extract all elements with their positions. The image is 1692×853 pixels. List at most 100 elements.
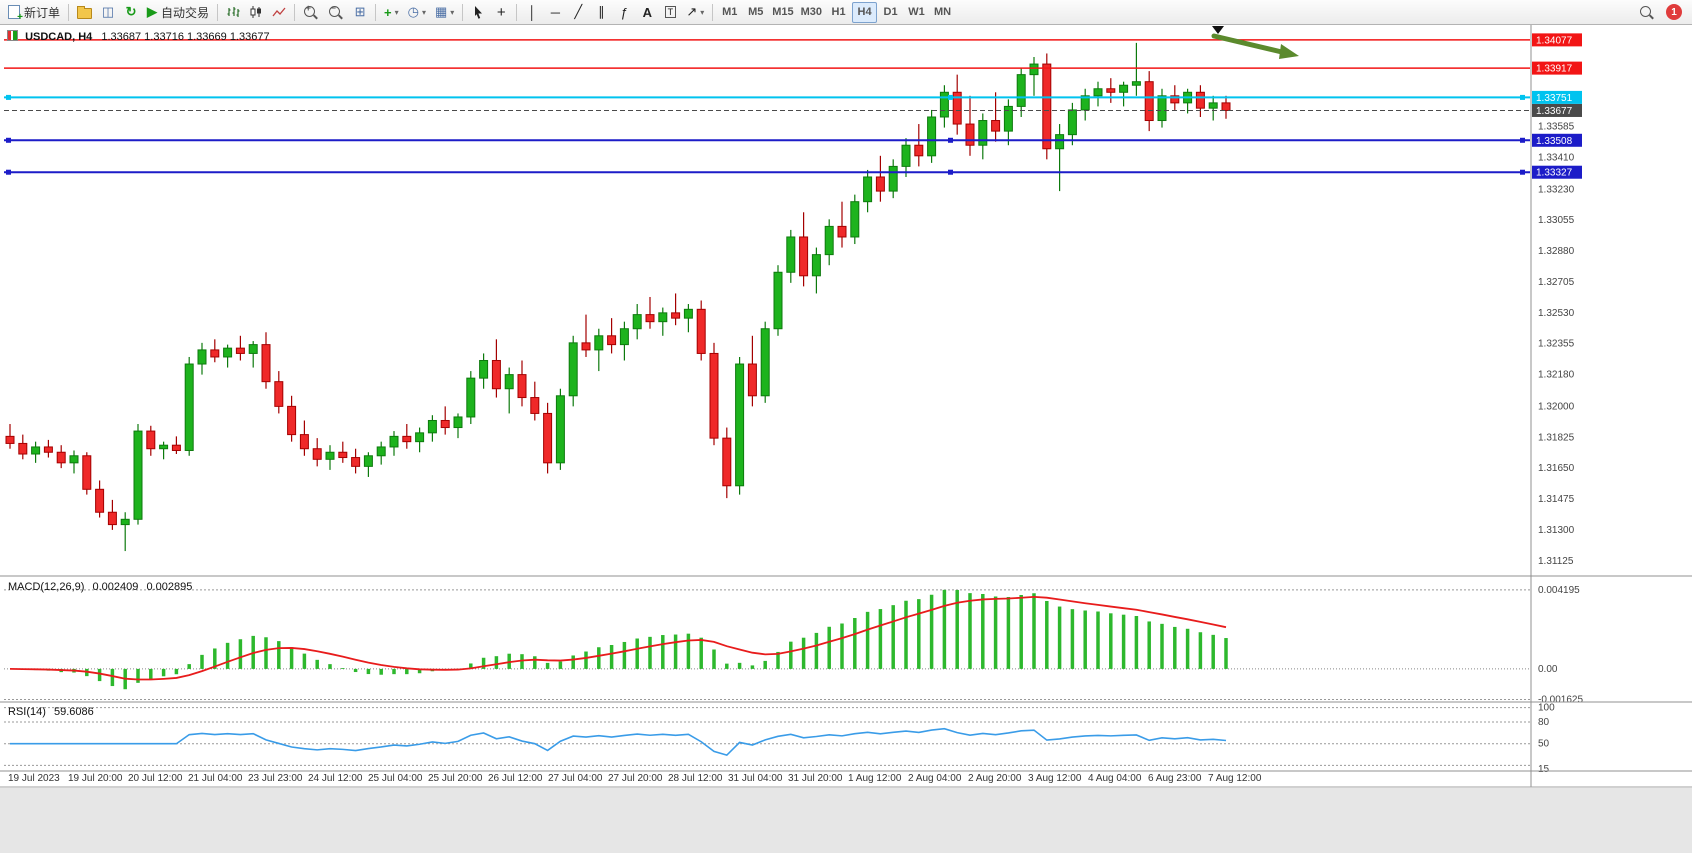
price-tag[interactable]: [1532, 133, 1582, 147]
text-button[interactable]: A: [636, 2, 658, 23]
toolbar-separator: [516, 3, 518, 21]
grid-price-label: 1.32705: [1538, 277, 1575, 288]
price-tag-label: 1.33677: [1536, 106, 1573, 117]
candles-group: [5, 42, 1231, 552]
new-order-button[interactable]: 新订单: [4, 2, 64, 23]
grid-price-label: 1.31125: [1538, 556, 1574, 567]
down-triangle-marker-icon: [1212, 26, 1224, 34]
line-handle[interactable]: [948, 137, 953, 143]
indicators-button[interactable]: + ▾: [380, 2, 403, 23]
charts-window-button[interactable]: ◫: [97, 2, 119, 23]
macd-main-value: 0.002409: [92, 581, 139, 593]
macd-indicator-label: MACD(12,26,9) 0.002409 0.002895: [8, 581, 192, 593]
zoom-in-icon: +: [304, 3, 316, 17]
grid-price-label: 1.33230: [1538, 184, 1575, 195]
profiles-button[interactable]: [73, 2, 96, 23]
timeframe-h4-button[interactable]: H4: [852, 1, 878, 23]
refresh-button[interactable]: ↻: [120, 2, 142, 23]
line-handle[interactable]: [6, 169, 11, 175]
line-handle[interactable]: [948, 94, 953, 100]
play-icon: ▶: [147, 4, 158, 19]
timeframe-m15-button[interactable]: M15: [769, 2, 796, 23]
macd-axis-label: -0.001625: [1538, 695, 1583, 706]
shapes-button[interactable]: ↗ ▾: [682, 2, 708, 23]
auto-trading-label: 自动交易: [161, 5, 210, 20]
price-tag[interactable]: [1532, 90, 1582, 104]
price-tag-label: 1.34077: [1536, 35, 1573, 46]
time-label: 6 Aug 23:00: [1148, 773, 1202, 784]
time-label: 28 Jul 12:00: [668, 773, 723, 784]
notification-badge[interactable]: 1: [1666, 4, 1682, 20]
chart-window: 1.33585 1.33410 1.33230 1.33055 1.32880 1.327…: [0, 25, 1692, 853]
tile-windows-button[interactable]: ⊞: [349, 2, 371, 23]
toolbar-separator: [294, 3, 296, 21]
channel-button[interactable]: ∥: [590, 2, 612, 23]
time-label: 19 Jul 2023: [8, 773, 60, 784]
timeframe-m1-button[interactable]: M1: [717, 2, 742, 23]
auto-trading-button[interactable]: ▶ 自动交易: [143, 2, 213, 23]
time-label: 2 Aug 20:00: [968, 773, 1022, 784]
grid-price-label: 1.32880: [1538, 246, 1575, 257]
chart-plot-area[interactable]: [0, 25, 1531, 787]
search-button[interactable]: [1635, 2, 1659, 23]
price-tag-label: 1.33751: [1536, 93, 1573, 104]
trendline-button[interactable]: ╱: [567, 2, 589, 23]
chevron-down-icon: ▾: [421, 7, 426, 17]
zoom-in-button[interactable]: +: [299, 2, 323, 23]
line-handle[interactable]: [1520, 137, 1525, 143]
line-handle[interactable]: [6, 137, 11, 143]
price-tag[interactable]: [1532, 33, 1582, 47]
line-handle[interactable]: [1520, 94, 1525, 100]
rsi-axis-label: 50: [1538, 739, 1550, 750]
vertical-line-button[interactable]: │: [521, 2, 543, 23]
periods-button[interactable]: ◷ ▾: [404, 2, 430, 23]
vertical-line-icon: │: [528, 4, 537, 20]
ohlc-values: 1.33687 1.33716 1.33669 1.33677: [101, 31, 270, 43]
grid-price-label: 1.33410: [1538, 153, 1575, 164]
candlestick-chart-button[interactable]: [245, 2, 267, 23]
time-label: 20 Jul 12:00: [128, 773, 183, 784]
macd-histogram: [21, 589, 1228, 690]
horizontal-line-icon: ─: [550, 4, 560, 20]
grid-price-label: 1.32355: [1538, 339, 1575, 350]
timeframe-m5-button[interactable]: M5: [743, 2, 768, 23]
time-label: 27 Jul 20:00: [608, 773, 663, 784]
price-axis-labels: 1.33585 1.33410 1.33230 1.33055 1.32880 1.327…: [1538, 122, 1575, 567]
fibonacci-button[interactable]: ƒ: [613, 2, 635, 23]
timeframe-mn-button[interactable]: MN: [930, 2, 955, 23]
grid-price-label: 1.32530: [1538, 308, 1575, 319]
rsi-value: 59.6086: [53, 706, 94, 718]
chevron-down-icon: ▾: [450, 7, 455, 17]
zoom-out-button[interactable]: −: [324, 2, 348, 23]
crosshair-button[interactable]: +: [490, 2, 512, 23]
timeframe-d1-button[interactable]: D1: [878, 2, 903, 23]
timeframe-m30-button[interactable]: M30: [798, 2, 825, 23]
line-handle[interactable]: [1520, 169, 1525, 175]
price-tag[interactable]: [1532, 165, 1582, 179]
line-handle[interactable]: [948, 169, 953, 175]
rsi-axis-label: 80: [1538, 717, 1550, 728]
text-icon: A: [642, 4, 652, 20]
cursor-button[interactable]: [467, 2, 489, 23]
grid-price-label: 1.33055: [1538, 215, 1575, 226]
templates-button[interactable]: ▦ ▾: [431, 2, 458, 23]
price-tag[interactable]: [1532, 103, 1582, 117]
chart-canvas[interactable]: 1.33585 1.33410 1.33230 1.33055 1.32880 1.327…: [0, 25, 1692, 853]
chevron-down-icon: ▾: [700, 7, 705, 17]
horizontal-line-button[interactable]: ─: [544, 2, 566, 23]
bar-chart-button[interactable]: [222, 2, 244, 23]
price-tag[interactable]: [1532, 61, 1582, 75]
price-scale[interactable]: [1532, 25, 1692, 787]
timeframe-w1-button[interactable]: W1: [904, 2, 929, 23]
line-chart-button[interactable]: [268, 2, 290, 23]
timeframe-h1-button[interactable]: H1: [826, 2, 851, 23]
timeframe-group: M1 M5 M15 M30 H1 H4 D1 W1 MN: [717, 1, 955, 23]
line-handle[interactable]: [6, 94, 11, 100]
macd-pane: 0.004195 0.00 -0.001625: [4, 585, 1583, 706]
green-arrowhead-icon: [1279, 44, 1299, 59]
grid-price-label: 1.33585: [1538, 122, 1575, 133]
label-button[interactable]: T: [659, 2, 681, 23]
rsi-pane: 100 80 50 15: [4, 703, 1555, 775]
clock-icon: ◷: [407, 4, 419, 19]
time-axis-labels[interactable]: 19 Jul 2023 19 Jul 20:00 20 Jul 12:00 21 Ju…: [8, 773, 1262, 784]
